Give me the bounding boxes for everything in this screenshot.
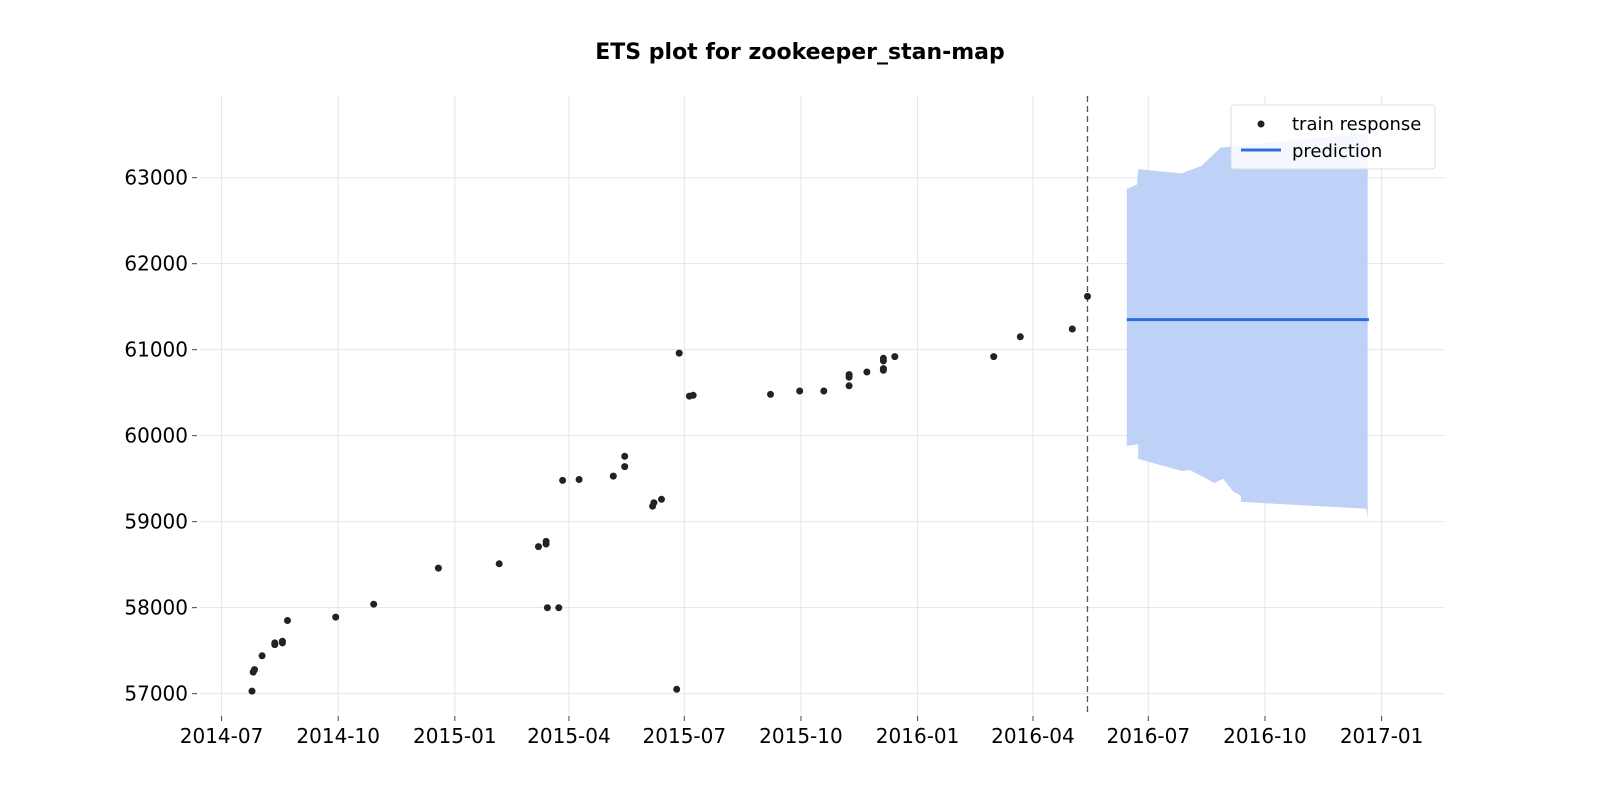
x-tick-label: 2016-01 xyxy=(876,724,960,748)
legend-train-label: train response xyxy=(1292,114,1421,135)
train-response-point xyxy=(863,368,871,376)
train-response-point xyxy=(495,560,503,568)
train-response-point xyxy=(575,476,583,483)
train-response-point xyxy=(1068,325,1076,333)
legend: train response prediction xyxy=(1230,104,1436,170)
train-response-point xyxy=(621,452,629,460)
train-response-point xyxy=(820,387,828,395)
train-response-point xyxy=(278,637,286,645)
legend-prediction-label: prediction xyxy=(1292,141,1382,162)
train-response-point xyxy=(370,600,378,608)
x-tick-label: 2016-10 xyxy=(1223,724,1307,748)
y-tick-label: 63000 xyxy=(124,166,188,190)
y-tick-label: 61000 xyxy=(124,338,188,362)
train-response-point xyxy=(609,472,617,480)
x-tick-label: 2015-07 xyxy=(643,724,727,748)
train-response-point xyxy=(891,353,899,361)
train-response-point xyxy=(845,382,853,390)
x-tick-label: 2016-04 xyxy=(991,724,1075,748)
x-tick-label: 2017-01 xyxy=(1340,724,1424,748)
chart-title: ETS plot for zookeeper_stan-map xyxy=(595,40,1005,65)
prediction-interval xyxy=(1126,133,1368,518)
train-response-point xyxy=(879,365,887,373)
train-response-point xyxy=(251,666,258,674)
train-response-point xyxy=(673,685,681,693)
y-tick-label: 59000 xyxy=(124,510,188,534)
train-response-point xyxy=(555,604,563,612)
train-response-point xyxy=(990,353,998,361)
train-response-points xyxy=(248,292,1091,695)
x-tick-label: 2014-10 xyxy=(296,724,380,748)
train-response-point xyxy=(543,604,551,612)
train-response-point xyxy=(434,564,442,572)
train-response-point xyxy=(845,371,853,379)
train-response-point xyxy=(284,617,291,624)
x-tick-label: 2015-01 xyxy=(413,724,497,748)
train-response-point xyxy=(621,463,629,471)
train-response-point xyxy=(658,495,665,503)
train-response-point xyxy=(542,537,550,545)
x-tick-label: 2015-10 xyxy=(759,724,843,748)
train-response-point xyxy=(559,476,567,484)
x-tick-label: 2014-07 xyxy=(180,724,264,748)
axes: 2014-07 2014-10 2015-01 2015-04 2015-07 2015-… xyxy=(124,166,1423,748)
train-response-point xyxy=(796,387,804,395)
train-response-point xyxy=(689,391,697,399)
legend-train-marker xyxy=(1257,120,1265,128)
train-response-point xyxy=(535,543,542,551)
y-tick-label: 57000 xyxy=(124,682,188,706)
train-response-point xyxy=(1016,333,1024,341)
y-tick-label: 58000 xyxy=(124,596,188,620)
train-response-point xyxy=(258,652,266,660)
legend-box xyxy=(1230,104,1436,170)
train-response-point xyxy=(879,354,887,362)
x-tick-label: 2015-04 xyxy=(527,724,611,748)
train-response-point xyxy=(1084,292,1091,300)
y-tick-label: 60000 xyxy=(124,424,188,448)
train-response-point xyxy=(767,390,774,398)
prediction-interval-band xyxy=(1126,133,1368,518)
x-tick-label: 2016-07 xyxy=(1107,724,1191,748)
train-response-point xyxy=(271,639,279,647)
train-response-point xyxy=(332,613,340,621)
train-response-point xyxy=(675,349,683,357)
train-response-point xyxy=(650,499,658,507)
y-tick-label: 62000 xyxy=(124,252,188,276)
train-response-point xyxy=(248,687,256,695)
